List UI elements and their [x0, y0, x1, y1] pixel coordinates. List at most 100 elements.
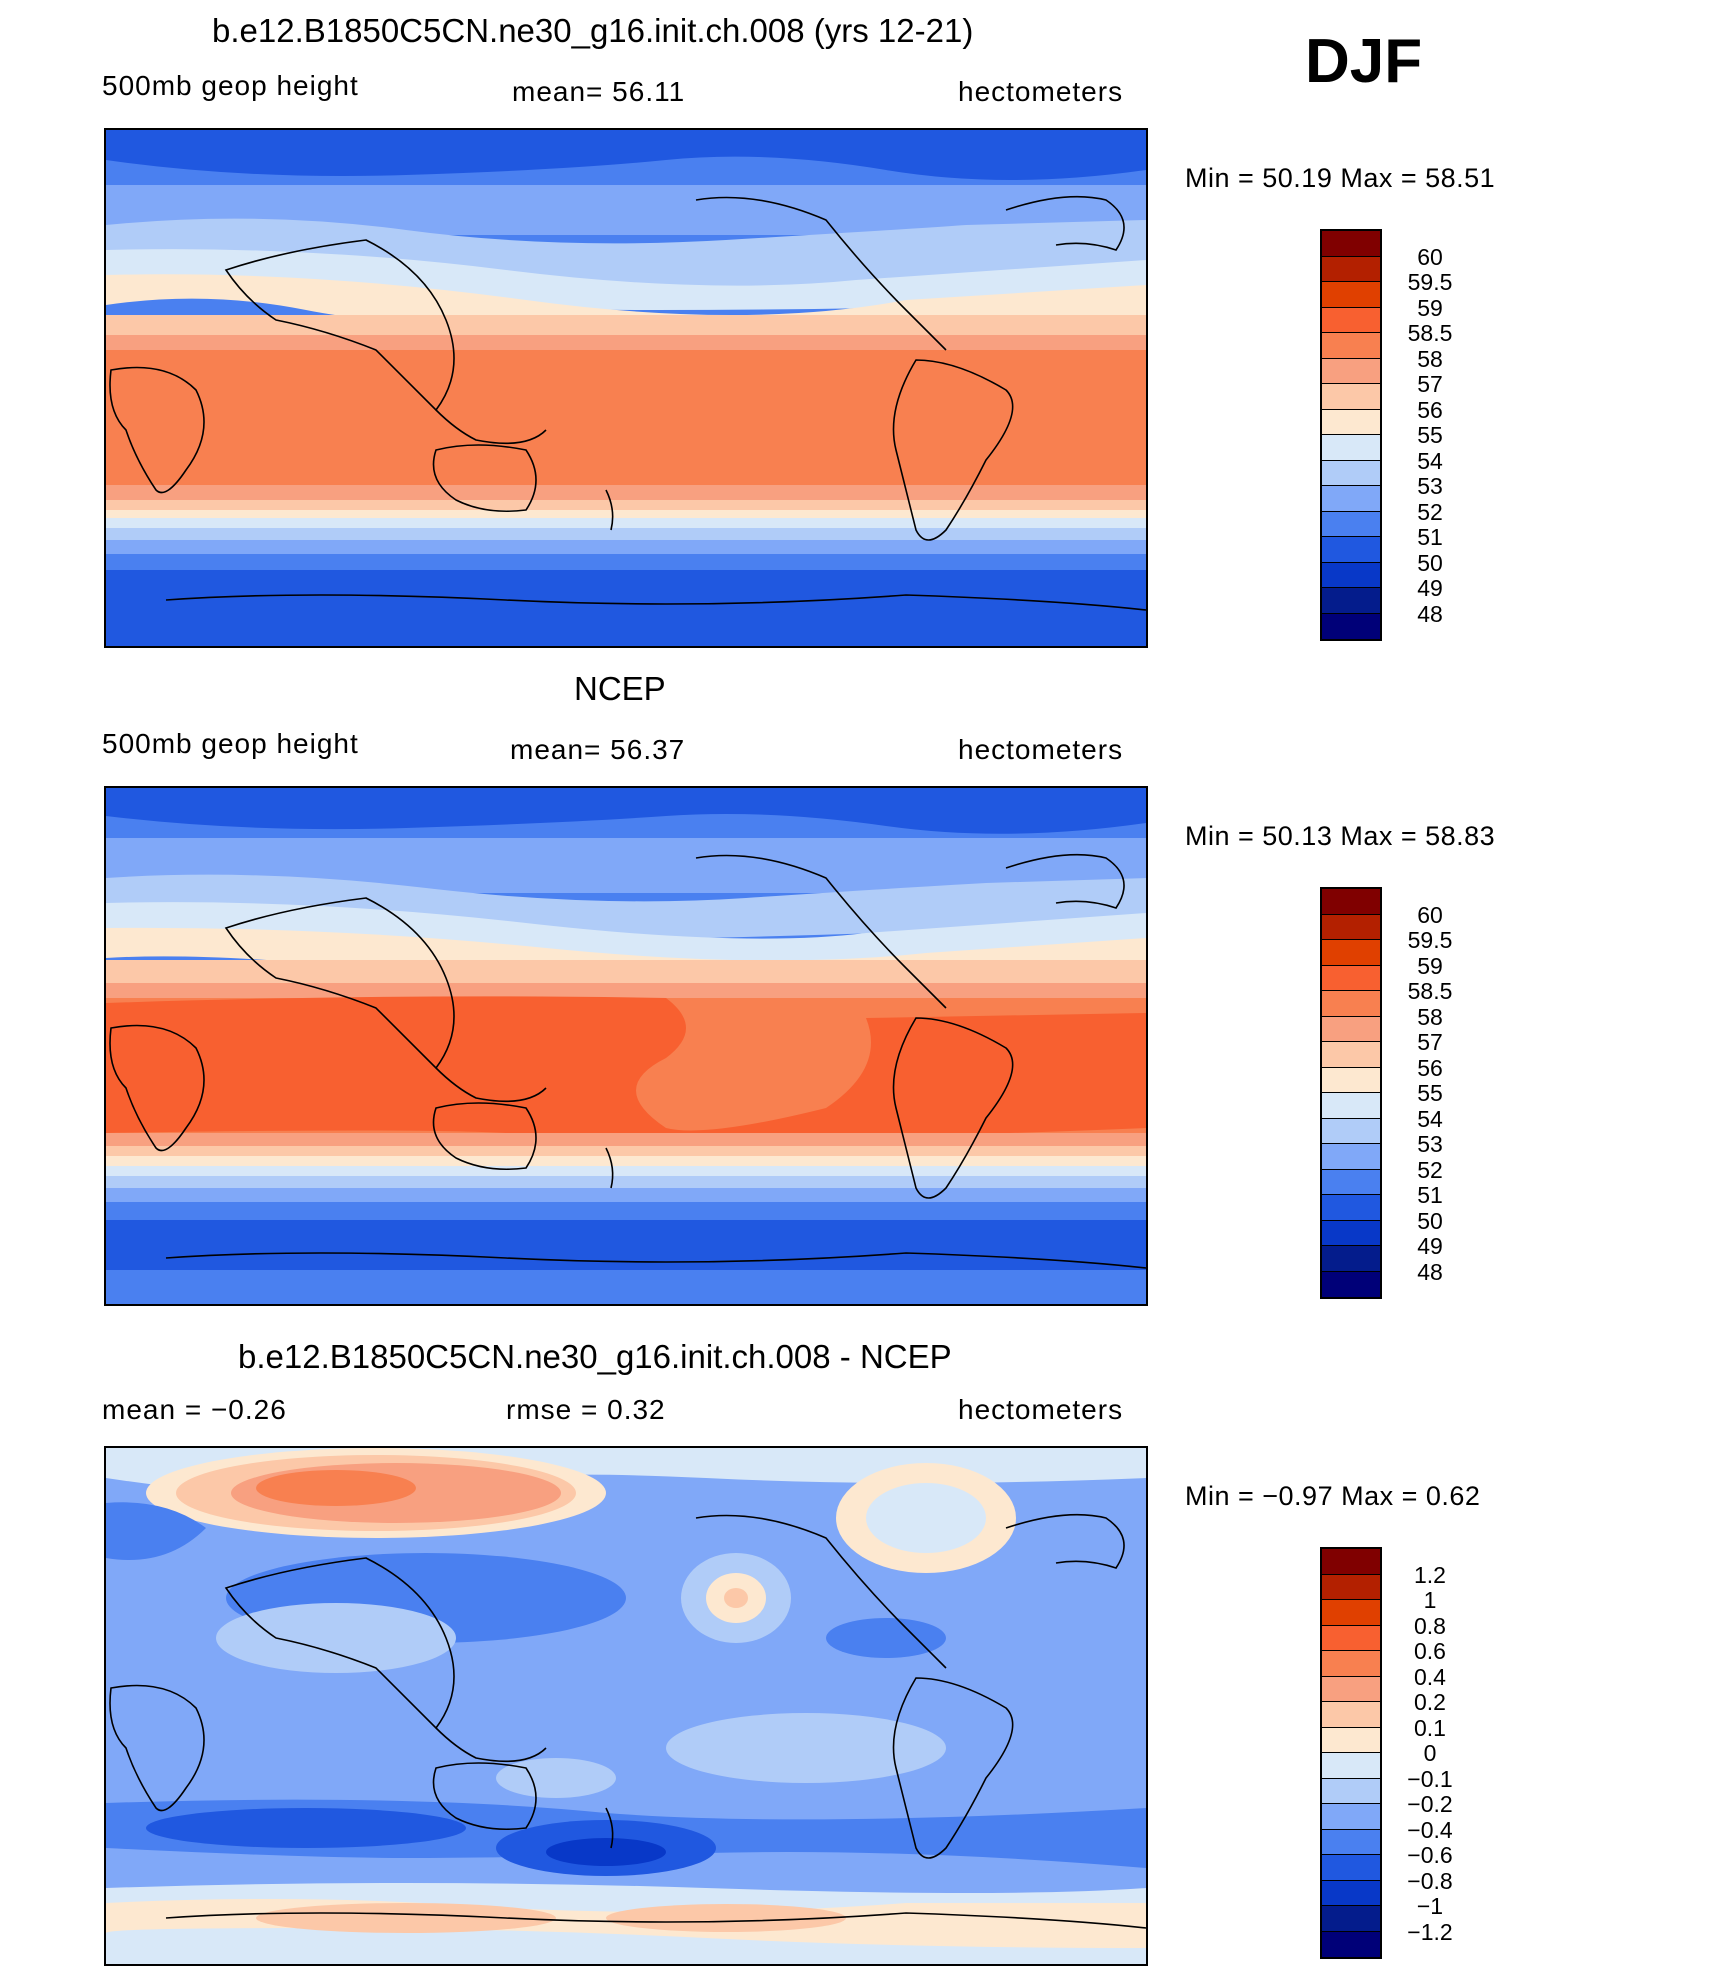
colorbar-tick-label: 60 — [1417, 243, 1443, 270]
colorbar-swatch — [1322, 1144, 1380, 1170]
colorbar-tick-label: 49 — [1417, 575, 1443, 601]
colorbar-swatch — [1322, 282, 1380, 308]
colorbar-swatch — [1322, 1880, 1380, 1906]
panel-rmse-diff: rmse = 0.32 — [506, 1394, 666, 1425]
colorbar-swatch — [1322, 307, 1380, 333]
colorbar-swatch — [1322, 1093, 1380, 1119]
colorbar-tick-label: 58 — [1417, 345, 1443, 372]
colorbar-tick-label: 0.2 — [1414, 1689, 1446, 1715]
panel-title-diff: b.e12.B1850C5CN.ne30_g16.init.ch.008 - N… — [238, 1338, 952, 1375]
colorbar-swatch — [1322, 1727, 1380, 1753]
colorbar-swatch — [1322, 1804, 1380, 1830]
colorbar-swatch — [1322, 1016, 1380, 1042]
colorbar-tick-label: 54 — [1417, 447, 1443, 474]
panel-units-model: hectometers — [958, 76, 1124, 107]
colorbar-swatch — [1322, 409, 1380, 435]
colorbar-swatch — [1322, 256, 1380, 282]
colorbar-diff — [1320, 1547, 1382, 1959]
colorbar-tick-label: 57 — [1417, 371, 1443, 397]
minmax-model: Min = 50.19 Max = 58.51 — [1185, 163, 1496, 193]
colorbar-swatch — [1322, 1829, 1380, 1855]
colorbar-swatch — [1322, 1753, 1380, 1779]
colorbar-tick-label: 59 — [1417, 294, 1443, 321]
colorbar-tick-label: 51 — [1417, 524, 1443, 550]
colorbar-tick-label: −0.6 — [1407, 1842, 1453, 1868]
colorbar-swatch — [1322, 1651, 1380, 1677]
colorbar-tick-label: −0.4 — [1407, 1816, 1453, 1843]
colorbar-swatch — [1322, 1246, 1380, 1272]
colorbar-swatch — [1322, 889, 1380, 915]
colorbar-swatch — [1322, 511, 1380, 537]
colorbar-swatch — [1322, 562, 1380, 588]
colorbar-tick-label: 48 — [1417, 1258, 1443, 1285]
colorbar-swatch — [1322, 588, 1380, 614]
panel-left-label-model: 500mb geop height — [102, 70, 359, 101]
panel-units-diff: hectometers — [958, 1394, 1124, 1425]
colorbar-swatch — [1322, 1042, 1380, 1068]
colorbar-tick-label: 0.1 — [1414, 1714, 1446, 1741]
panel-mean-diff: mean = −0.26 — [102, 1394, 287, 1425]
colorbar-swatch — [1322, 613, 1380, 639]
colorbar-swatch — [1322, 1931, 1380, 1957]
minmax-obs: Min = 50.13 Max = 58.83 — [1185, 821, 1496, 851]
colorbar-tick-label: 55 — [1417, 1080, 1443, 1106]
colorbar-tick-label: 1 — [1423, 1587, 1437, 1613]
colorbar-tick-label: 56 — [1417, 1054, 1443, 1081]
colorbar-tick-label: 59 — [1417, 952, 1443, 979]
contour-field-diff — [106, 1448, 1146, 1964]
minmax-diff: Min = −0.97 Max = 0.62 — [1185, 1481, 1481, 1511]
map-model — [104, 128, 1148, 648]
colorbar-swatch — [1322, 1169, 1380, 1195]
colorbar-swatch — [1322, 358, 1380, 384]
colorbar-tick-label: −1.2 — [1407, 1918, 1453, 1945]
panel-title-model: b.e12.B1850C5CN.ne30_g16.init.ch.008 (yr… — [212, 12, 974, 49]
colorbar-swatch — [1322, 1625, 1380, 1651]
colorbar-tick-label: 1.2 — [1414, 1561, 1446, 1588]
colorbar-tick-label: 60 — [1417, 901, 1443, 928]
colorbar-tick-label: 48 — [1417, 600, 1443, 627]
colorbar-swatch — [1322, 1549, 1380, 1575]
colorbar-swatch — [1322, 1220, 1380, 1246]
colorbar-swatch — [1322, 914, 1380, 940]
colorbar-tick-label: 0.4 — [1414, 1663, 1446, 1690]
colorbar-tick-label: −0.8 — [1407, 1867, 1453, 1894]
contour-field-model — [106, 130, 1146, 646]
colorbar-tick-label: 50 — [1417, 549, 1443, 576]
colorbar-swatch — [1322, 965, 1380, 991]
colorbar-tick-label: 57 — [1417, 1029, 1443, 1055]
colorbar-tick-label: 59.5 — [1407, 269, 1453, 295]
colorbar-swatch — [1322, 940, 1380, 966]
colorbar-swatch — [1322, 1195, 1380, 1221]
colorbar-tick-label: 58.5 — [1407, 320, 1453, 346]
colorbar-swatch — [1322, 1702, 1380, 1728]
season-label: DJF — [1305, 27, 1423, 96]
colorbar-tick-label: 58.5 — [1407, 978, 1453, 1004]
colorbar-model — [1320, 229, 1382, 641]
colorbar-tick-label: 53 — [1417, 1131, 1443, 1157]
colorbar-tick-label: 54 — [1417, 1105, 1443, 1132]
panel-mean-model: mean= 56.11 — [512, 76, 686, 107]
colorbar-tick-label: 59.5 — [1407, 927, 1453, 953]
colorbar-tick-label: 52 — [1417, 1156, 1443, 1183]
colorbar-swatch — [1322, 333, 1380, 359]
colorbar-swatch — [1322, 991, 1380, 1017]
colorbar-swatch — [1322, 231, 1380, 257]
colorbar-tick-label: 50 — [1417, 1207, 1443, 1234]
colorbar-tick-label: 53 — [1417, 473, 1443, 499]
colorbar-swatch — [1322, 460, 1380, 486]
colorbar-swatch — [1322, 384, 1380, 410]
colorbar-tick-label: 56 — [1417, 396, 1443, 423]
colorbar-obs — [1320, 887, 1382, 1299]
contour-field-obs — [106, 788, 1146, 1304]
colorbar-tick-label: −0.1 — [1407, 1765, 1453, 1792]
colorbar-swatch — [1322, 1118, 1380, 1144]
colorbar-tick-label: 0.6 — [1414, 1638, 1446, 1664]
colorbar-swatch — [1322, 486, 1380, 512]
colorbar-tick-label: 51 — [1417, 1182, 1443, 1208]
colorbar-tick-label: 49 — [1417, 1233, 1443, 1259]
colorbar-tick-label: 52 — [1417, 498, 1443, 525]
colorbar-swatch — [1322, 1600, 1380, 1626]
colorbar-tick-label: 0 — [1423, 1740, 1437, 1766]
map-diff — [104, 1446, 1148, 1966]
colorbar-swatch — [1322, 1906, 1380, 1932]
